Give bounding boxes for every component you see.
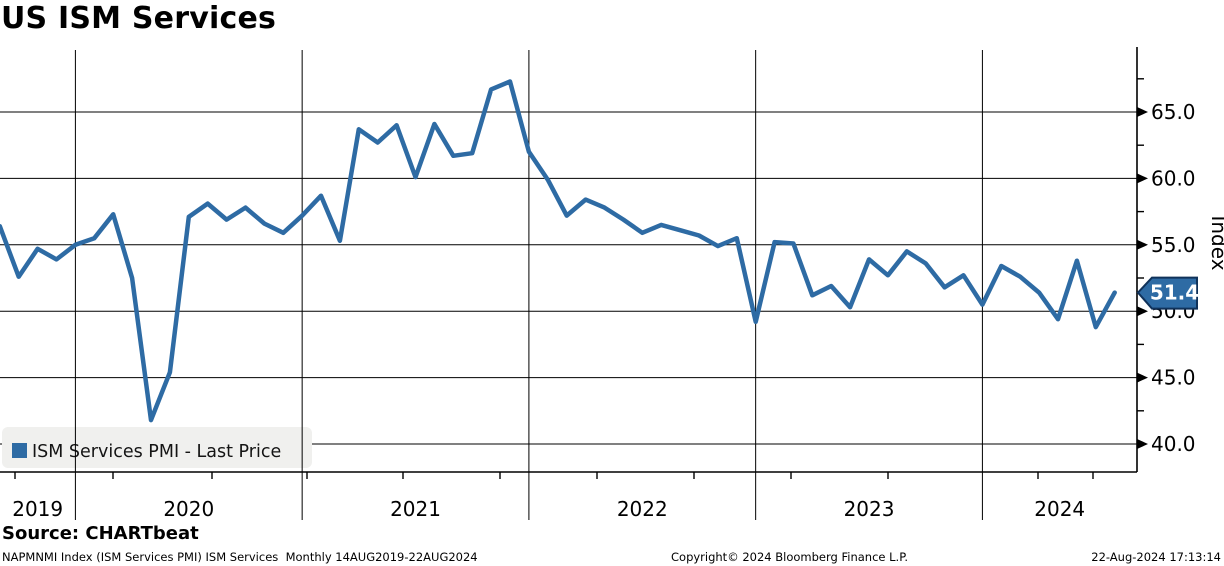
vertical-year-gridlines [74,50,983,520]
y-tick-labels: 65.060.055.050.045.040.0 [1151,100,1196,456]
footer-copyright: Copyright© 2024 Bloomberg Finance L.P. [671,550,908,564]
legend: ISM Services PMI - Last Price [2,427,312,468]
y-tick-arrow-icon [1137,372,1148,383]
x-year-label: 2024 [1034,497,1085,521]
last-price-badge: 51.4 [1136,276,1199,310]
y-tick-arrow-icon [1137,239,1148,250]
legend-swatch [12,443,27,458]
y-tick-arrow-icon [1137,173,1148,184]
pmi-line-series [0,79,1117,423]
y-tick-label: 40.0 [1151,432,1196,456]
footer-timestamp: 22-Aug-2024 17:13:14 [1091,550,1221,564]
x-year-label: 2023 [844,497,895,521]
x-year-label: 2021 [390,497,441,521]
y-tick-arrow-icon [1137,107,1148,117]
source-label: Source: CHARTbeat [2,523,199,544]
y-tick-arrow-icon [1137,306,1148,317]
x-year-label: 2019 [12,497,63,521]
y-tick-arrow-icon [1137,439,1148,449]
legend-label: ISM Services PMI - Last Price [32,442,281,462]
footer-ticker-info: NAPMNMI Index (ISM Services PMI) ISM Ser… [2,550,478,564]
last-price-badge-shape [1136,276,1198,310]
y-axis-title: Index [1207,215,1224,270]
x-axis-year-labels: 2019 2020 2021 2022 2023 2024 [12,497,1085,521]
y-tick-label: 60.0 [1151,166,1196,190]
page-title: US ISM Services [1,1,277,36]
x-year-label: 2020 [163,497,214,521]
axes [0,47,1144,479]
y-tick-label: 45.0 [1151,366,1196,390]
x-year-label: 2022 [617,497,668,521]
legend-box [2,427,312,468]
last-price-badge-value: 51.4 [1150,281,1199,305]
y-tick-label: 55.0 [1151,233,1196,257]
horizontal-gridlines [0,107,1148,449]
pmi-line [0,79,1117,423]
y-tick-label: 65.0 [1151,100,1196,124]
